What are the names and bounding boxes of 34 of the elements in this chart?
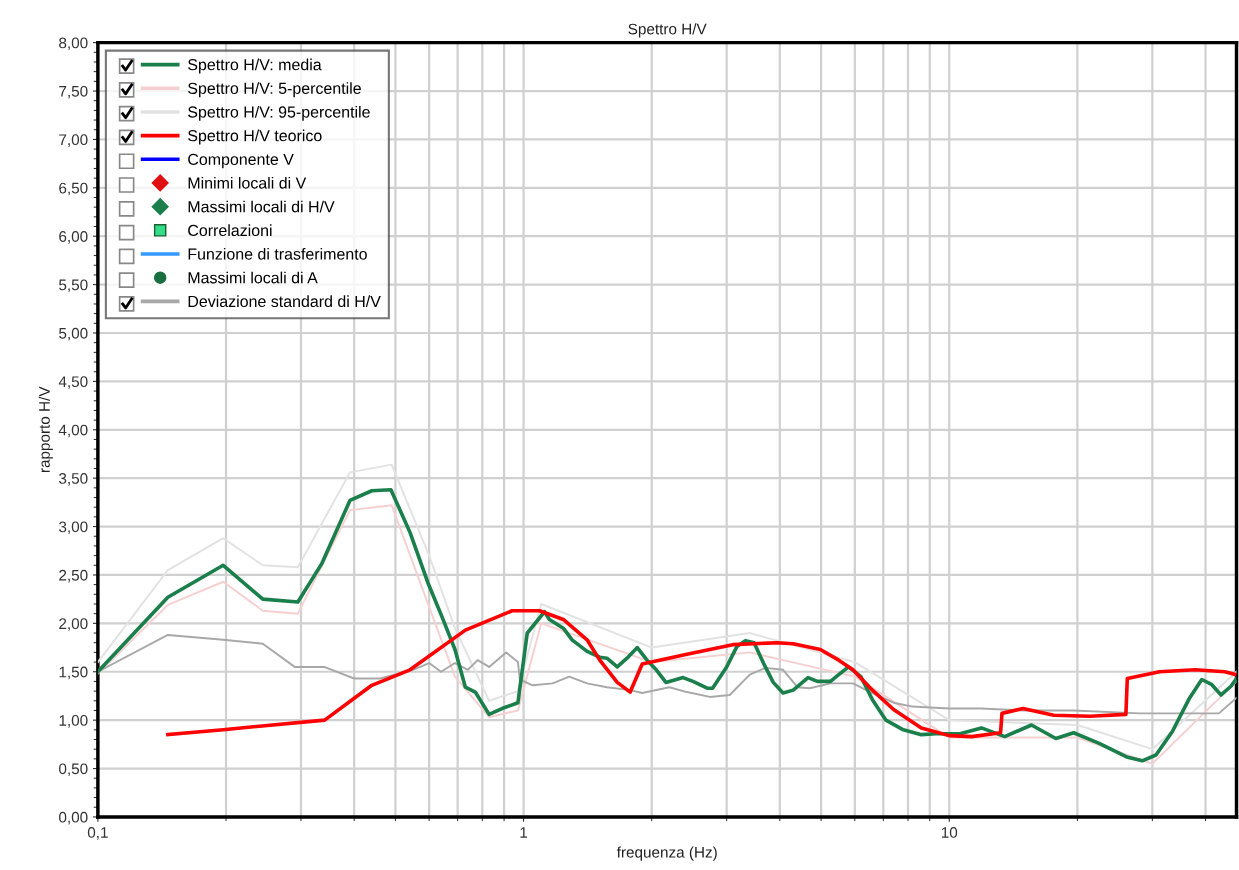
legend-label: Minimi locali di V <box>188 176 307 189</box>
y-tick-label: 4,00 <box>58 424 88 438</box>
y-tick-label: 1,50 <box>59 666 88 680</box>
y-tick-label: 7,00 <box>59 134 88 147</box>
y-tick-label: 5,50 <box>59 279 88 293</box>
y-tick-label: 2,00 <box>59 618 88 631</box>
legend-label: Spettro H/V: 95-percentile <box>188 105 370 121</box>
legend-label: Spettro H/V teorico <box>188 129 322 145</box>
y-tick-label: 3,50 <box>59 473 88 486</box>
x-axis-title: frequenza (Hz) <box>616 846 717 861</box>
x-tick-label: 0,1 <box>87 827 108 840</box>
y-tick-label: 7,50 <box>59 85 88 99</box>
y-tick-label: 2,50 <box>59 569 88 583</box>
legend-label: Massimi locali di H/V <box>188 200 335 213</box>
y-tick-label: 5,00 <box>59 327 88 341</box>
legend-label: Funzione di trasferimento <box>188 247 367 260</box>
legend-label: Spettro H/V: 5-percentile <box>188 82 361 98</box>
y-tick-label: 6,00 <box>59 231 88 244</box>
y-tick-label: 0,50 <box>59 763 88 777</box>
x-tick-label: 10 <box>941 827 958 838</box>
legend-label: Spettro H/V: media <box>188 58 322 74</box>
y-tick-label: 1,00 <box>59 715 88 728</box>
legend-label: Correlazioni <box>188 224 272 237</box>
legend-label: Massimi locali di A <box>188 271 318 284</box>
y-tick-label: 6,50 <box>59 182 88 196</box>
y-tick-label: 0,00 <box>59 811 88 825</box>
y-tick-label: 8,00 <box>59 37 88 51</box>
legend-label: Deviazione standard di H/V <box>188 295 381 308</box>
y-tick-label: 3,00 <box>59 521 88 535</box>
chart-title: Spettro H/V <box>628 23 707 38</box>
y-axis-title: rapporto H/V <box>38 386 53 473</box>
y-tick-label: 4,50 <box>58 376 88 389</box>
legend-label: Componente V <box>188 153 294 169</box>
x-tick-label: 1 <box>520 827 528 838</box>
